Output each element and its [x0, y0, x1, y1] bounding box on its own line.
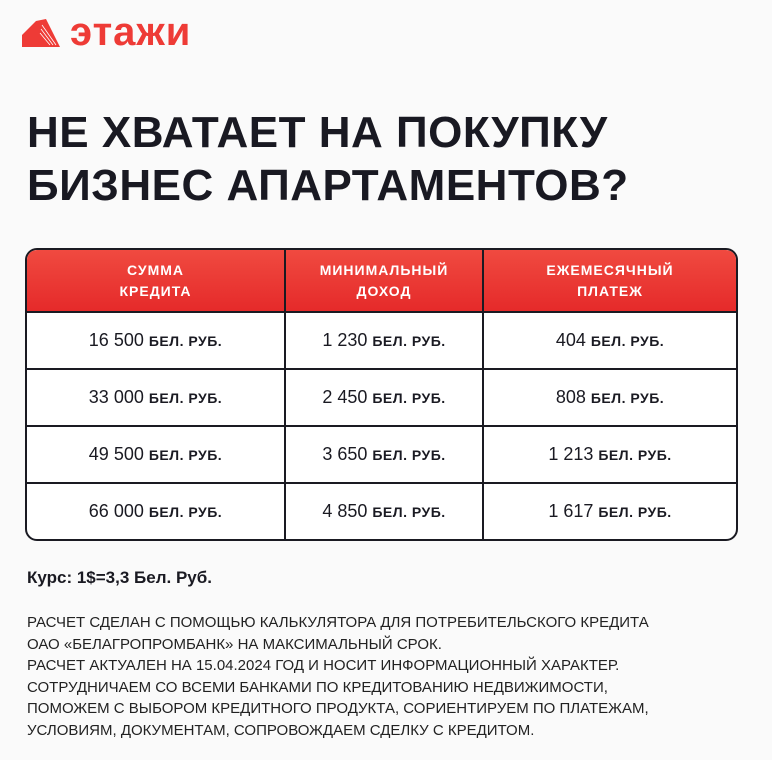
building-icon [22, 19, 60, 47]
currency-label: БЕЛ. РУБ. [372, 389, 446, 406]
brand-name: этажи [70, 10, 192, 54]
header-cell: МИНИМАЛЬНЫЙ ДОХОД [284, 250, 482, 311]
table-row: 16 500 БЕЛ. РУБ. 1 230 БЕЛ. РУБ. 404 БЕЛ. РУБ… [27, 311, 736, 368]
cell-value: 2 450 [322, 387, 368, 407]
table-row: 66 000 БЕЛ. РУБ. 4 850 БЕЛ. РУБ. 1 617 БЕЛ. Р… [27, 482, 736, 539]
note-line: СОТРУДНИЧАЕМ СО ВСЕМИ БАНКАМИ ПО КРЕДИТО… [27, 678, 608, 696]
cell-value: 808 [555, 387, 586, 407]
header-cell: СУММА КРЕДИТА [119, 261, 192, 299]
footnotes: РАСЧЕТ СДЕЛАН С ПОМОЩЬЮ КАЛЬКУЛЯТОРА ДЛЯ… [27, 612, 649, 741]
cell-value: 16 500 [88, 330, 144, 350]
table-cell: 808 БЕЛ. РУБ. [482, 370, 736, 425]
cell-value: 1 230 [322, 330, 368, 350]
cell-value: 4 850 [322, 501, 368, 521]
table-cell: 66 000 БЕЛ. РУБ. [27, 484, 284, 539]
title-line: БИЗНЕС АПАРТАМЕНТОВ? [27, 161, 629, 210]
table-cell: 4 850 БЕЛ. РУБ. [284, 484, 482, 539]
note-line: РАСЧЕТ АКТУАЛЕН НА 15.04.2024 ГОД И НОСИ… [27, 657, 620, 674]
table-row: 49 500 БЕЛ. РУБ. 3 650 БЕЛ. РУБ. 1 213 БЕЛ. Р… [27, 425, 736, 482]
currency-label: БЕЛ. РУБ. [598, 446, 672, 463]
currency-label: БЕЛ. РУБ. [590, 389, 665, 406]
table-cell: 33 000 БЕЛ. РУБ. [27, 370, 284, 425]
note-line: УСЛОВИЯМ, ДОКУМЕНТАМ, СОПРОВОЖДАЕМ СДЕЛК… [27, 721, 535, 739]
table-cell: 16 500 БЕЛ. РУБ. [27, 313, 284, 368]
cell-value: 3 650 [322, 444, 368, 464]
brand-logo: этажи [22, 12, 191, 52]
cell-value: 404 [555, 330, 586, 350]
note-line: РАСЧЕТ СДЕЛАН С ПОМОЩЬЮ КАЛЬКУЛЯТОРА ДЛЯ… [27, 614, 649, 631]
table-cell: 404 БЕЛ. РУБ. [482, 313, 736, 368]
currency-label: БЕЛ. РУБ. [148, 446, 223, 463]
currency-label: БЕЛ. РУБ. [148, 503, 223, 520]
table-cell: 3 650 БЕЛ. РУБ. [284, 427, 482, 482]
note-line: ОАО «БЕЛАГРОПРОМБАНК» НА МАКСИМАЛЬНЫЙ СР… [27, 635, 442, 653]
currency-label: БЕЛ. РУБ. [148, 332, 223, 349]
currency-label: БЕЛ. РУБ. [372, 503, 446, 520]
table-row: 33 000 БЕЛ. РУБ. 2 450 БЕЛ. РУБ. 808 БЕЛ. РУБ… [27, 368, 736, 425]
table-cell: 49 500 БЕЛ. РУБ. [27, 427, 284, 482]
currency-label: БЕЛ. РУБ. [148, 389, 223, 406]
exchange-rate: Курс: 1$=3,3 Бел. Руб. [27, 568, 212, 587]
table-cell: 1 617 БЕЛ. РУБ. [482, 484, 736, 539]
cell-value: 1 617 [548, 501, 594, 521]
table-cell: 1 213 БЕЛ. РУБ. [482, 427, 736, 482]
table-header: СУММА КРЕДИТА МИНИМАЛЬНЫЙ ДОХОД ЕЖЕМЕСЯЧ… [27, 250, 736, 311]
cell-value: 66 000 [88, 501, 144, 521]
currency-label: БЕЛ. РУБ. [590, 332, 665, 349]
cell-value: 1 213 [548, 444, 594, 464]
currency-label: БЕЛ. РУБ. [372, 446, 446, 463]
cell-value: 33 000 [88, 387, 144, 407]
note-line: ПОМОЖЕМ С ВЫБОРОМ КРЕДИТНОГО ПРОДУКТА, С… [27, 700, 649, 717]
credit-table: СУММА КРЕДИТА МИНИМАЛЬНЫЙ ДОХОД ЕЖЕМЕСЯЧ… [25, 248, 738, 541]
title-line: НЕ ХВАТАЕТ НА ПОКУПКУ [27, 108, 608, 157]
table-cell: 2 450 БЕЛ. РУБ. [284, 370, 482, 425]
currency-label: БЕЛ. РУБ. [372, 332, 446, 349]
header-cell: ЕЖЕМЕСЯЧНЫЙ ПЛАТЕЖ [482, 250, 736, 311]
cell-value: 49 500 [88, 444, 144, 464]
table-cell: 1 230 БЕЛ. РУБ. [284, 313, 482, 368]
page-title: НЕ ХВАТАЕТ НА ПОКУПКУ БИЗНЕС АПАРТАМЕНТО… [27, 106, 629, 212]
currency-label: БЕЛ. РУБ. [598, 503, 672, 520]
